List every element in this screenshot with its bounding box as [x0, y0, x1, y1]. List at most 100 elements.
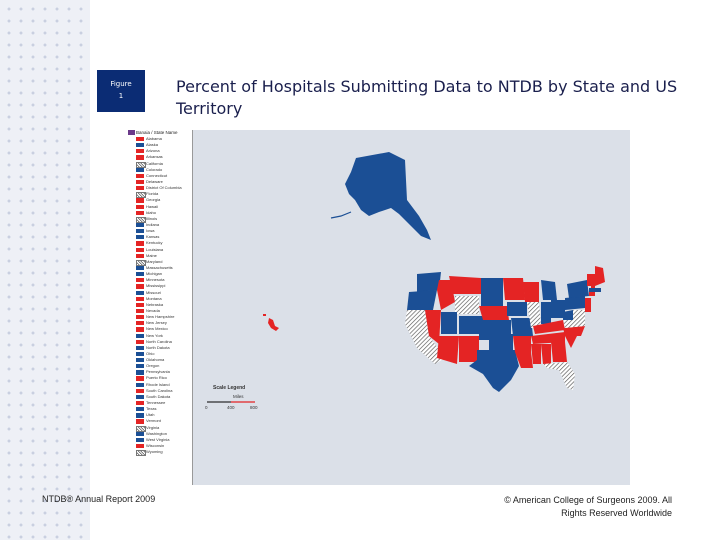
legend-item: Minnesota	[126, 277, 192, 283]
state-south-dakota	[481, 292, 503, 306]
state-oklahoma	[479, 334, 513, 350]
legend-item: Hawaii	[126, 204, 192, 210]
state-iowa	[507, 302, 527, 316]
legend-label: Iowa	[146, 228, 155, 234]
state-alabama	[541, 344, 551, 364]
legend-label: Connecticut	[146, 172, 168, 178]
legend-swatch	[136, 198, 144, 203]
legend-item: Wisconsin	[126, 443, 192, 449]
legend-item: Pennsylvania	[126, 369, 192, 375]
state-wyoming	[455, 296, 479, 314]
legend-swatch	[136, 192, 146, 199]
legend-swatch	[136, 290, 144, 295]
legend-item: Nebraska	[126, 302, 192, 308]
legend-item: Oregon	[126, 363, 192, 369]
state-arkansas	[513, 336, 531, 352]
legend-item: Ohio	[126, 351, 192, 357]
legend-label: Colorado	[146, 166, 163, 172]
legend-swatch	[136, 235, 144, 240]
legend-item: Michigan	[126, 271, 192, 277]
state-colorado	[459, 316, 483, 334]
state-kentucky	[533, 320, 565, 334]
legend-label: Massachusetts	[146, 264, 173, 270]
state-wisconsin	[523, 282, 539, 302]
legend-swatch	[136, 358, 144, 363]
legend-item: Washington	[126, 431, 192, 437]
state-washington	[417, 272, 441, 292]
legend-label: Arizona	[146, 148, 160, 154]
legend-item: Arkansas	[126, 154, 192, 160]
legend-label: Georgia	[146, 197, 161, 203]
state-missouri	[511, 318, 533, 336]
state-south-carolina	[565, 336, 577, 348]
legend-label: Hawaii	[146, 203, 159, 209]
legend-label: Florida	[146, 191, 159, 197]
legend-label: Oklahoma	[146, 357, 165, 363]
hawaii-islet	[263, 314, 266, 316]
state-utah	[441, 312, 457, 334]
map-svg: Scale Legend Miles 0 400 800	[205, 152, 605, 410]
hawaii-shape	[268, 318, 279, 331]
legend-item: District Of Columbia	[126, 185, 192, 191]
legend-swatch	[136, 321, 144, 326]
legend-swatch	[136, 364, 144, 369]
legend-item: Virginia	[126, 424, 192, 432]
legend-label: Virginia	[146, 424, 160, 430]
legend-label: Maine	[146, 252, 157, 258]
us-map[interactable]: Scale Legend Miles 0 400 800	[193, 130, 630, 485]
legend-label: Washington	[146, 430, 167, 436]
legend-label: Mississippi	[146, 283, 166, 289]
legend-item: Maryland	[126, 259, 192, 266]
legend-swatch	[136, 401, 144, 406]
legend-label: Michigan	[146, 271, 163, 277]
legend-label: Alabama	[146, 136, 162, 141]
scale-legend-title: Scale Legend	[213, 385, 245, 391]
legend-swatch	[136, 143, 144, 148]
state-ohio	[551, 300, 565, 318]
legend-swatch	[136, 394, 144, 400]
scale-tick-400: 400	[227, 405, 235, 410]
state-connecticut	[589, 292, 595, 296]
legend-label: Kansas	[146, 234, 160, 240]
state-new-mexico	[459, 336, 479, 362]
state-arizona	[437, 336, 459, 364]
legend-swatch	[136, 229, 144, 234]
legend-item: Louisiana	[126, 247, 192, 253]
legend-swatch	[136, 253, 144, 258]
legend-label: Delaware	[146, 178, 163, 184]
legend-item: Idaho	[126, 210, 192, 216]
legend-swatch	[136, 204, 144, 209]
page-title: Percent of Hospitals Submitting Data to …	[176, 77, 678, 118]
legend-label: West Virginia	[146, 436, 170, 442]
legend-header-label: Banaia / State Name	[136, 130, 178, 135]
legend-label: Minnesota	[146, 277, 165, 283]
legend-label: Vermont	[146, 418, 161, 424]
scale-tick-800: 800	[250, 405, 258, 410]
legend-swatch	[136, 308, 144, 314]
legend-label: Nevada	[146, 307, 160, 313]
legend-label: Kentucky	[146, 240, 163, 246]
legend-swatch	[136, 272, 144, 277]
legend-item: New Mexico	[126, 326, 192, 332]
legend-header-swatch	[128, 130, 135, 135]
legend-item: Alabama	[126, 136, 192, 142]
legend-swatch	[136, 413, 144, 418]
legend-item: Puerto Rico	[126, 375, 192, 381]
legend-label: Tennessee	[146, 400, 166, 406]
legend-swatch	[136, 296, 144, 301]
legend-label: Louisiana	[146, 246, 164, 252]
legend-item: Connecticut	[126, 173, 192, 179]
legend-swatch	[136, 370, 144, 375]
legend-item: New Hampshire	[126, 314, 192, 320]
legend-rows: Alabama Alaska Arizona Arkansas California Co…	[126, 136, 192, 457]
legend-item: Nevada	[126, 308, 192, 314]
legend-swatch	[136, 265, 144, 271]
state-maryland	[573, 310, 585, 316]
legend-label: South Dakota	[146, 393, 171, 399]
state-new-york	[567, 280, 589, 298]
legend-swatch	[136, 376, 144, 381]
decorative-dot-strip	[0, 0, 90, 540]
legend-swatch	[136, 437, 144, 443]
footer-report-name: NTDB® Annual Report 2009	[42, 494, 156, 504]
legend-item: Alaska	[126, 142, 192, 148]
